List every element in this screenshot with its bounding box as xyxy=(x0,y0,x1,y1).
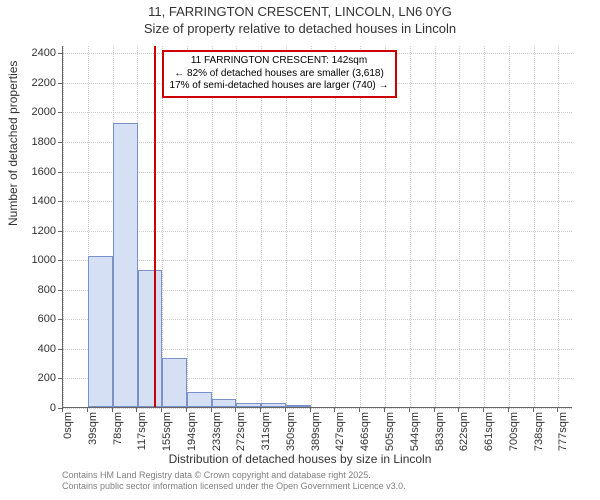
gridline-vertical xyxy=(484,46,485,407)
x-tick-label: 155sqm xyxy=(161,412,173,452)
x-tick-label: 700sqm xyxy=(508,412,520,452)
x-tick-label: 233sqm xyxy=(211,412,223,452)
chart-title: 11, FARRINGTON CRESCENT, LINCOLN, LN6 0Y… xyxy=(0,4,600,38)
y-tick-label: 600 xyxy=(16,313,56,325)
gridline-horizontal xyxy=(63,112,572,113)
y-tick-mark xyxy=(58,231,62,232)
y-tick-mark xyxy=(58,260,62,261)
y-tick-label: 1800 xyxy=(16,136,56,148)
gridline-vertical xyxy=(261,46,262,407)
gridline-vertical xyxy=(558,46,559,407)
y-tick-mark xyxy=(58,53,62,54)
histogram-bar xyxy=(212,399,237,407)
title-subtitle: Size of property relative to detached ho… xyxy=(0,21,600,38)
x-tick-label: 427sqm xyxy=(334,412,346,452)
y-tick-label: 1200 xyxy=(16,225,56,237)
gridline-horizontal xyxy=(63,260,572,261)
x-tick-label: 117sqm xyxy=(136,412,148,452)
x-tick-label: 583sqm xyxy=(434,412,446,452)
annotation-line: 17% of semi-detached houses are larger (… xyxy=(170,80,389,93)
y-tick-mark xyxy=(58,349,62,350)
x-tick-label: 505sqm xyxy=(384,412,396,452)
y-tick-label: 2000 xyxy=(16,106,56,118)
gridline-horizontal xyxy=(63,408,572,409)
x-tick-label: 777sqm xyxy=(557,412,569,452)
x-tick-label: 311sqm xyxy=(260,412,272,452)
gridline-vertical xyxy=(212,46,213,407)
x-tick-label: 389sqm xyxy=(310,412,322,452)
gridline-horizontal xyxy=(63,142,572,143)
gridline-vertical xyxy=(534,46,535,407)
property-size-histogram: 11, FARRINGTON CRESCENT, LINCOLN, LN6 0Y… xyxy=(0,0,600,500)
x-tick-label: 544sqm xyxy=(409,412,421,452)
gridline-vertical xyxy=(162,46,163,407)
gridline-vertical xyxy=(236,46,237,407)
footer-line-2: Contains public sector information licen… xyxy=(62,481,406,492)
annotation-line: 11 FARRINGTON CRESCENT: 142sqm xyxy=(170,55,389,68)
gridline-vertical xyxy=(311,46,312,407)
x-tick-label: 39sqm xyxy=(87,412,99,452)
y-tick-label: 1600 xyxy=(16,166,56,178)
histogram-bar xyxy=(286,405,311,407)
attribution-footer: Contains HM Land Registry data © Crown c… xyxy=(62,470,406,493)
y-tick-mark xyxy=(58,290,62,291)
footer-line-1: Contains HM Land Registry data © Crown c… xyxy=(62,470,406,481)
histogram-bar xyxy=(187,392,212,407)
histogram-bar xyxy=(236,403,261,407)
histogram-bar xyxy=(162,358,187,407)
title-address: 11, FARRINGTON CRESCENT, LINCOLN, LN6 0Y… xyxy=(0,4,600,21)
gridline-vertical xyxy=(286,46,287,407)
gridline-vertical xyxy=(385,46,386,407)
y-tick-label: 400 xyxy=(16,343,56,355)
histogram-bar xyxy=(138,270,162,407)
gridline-vertical xyxy=(187,46,188,407)
y-tick-label: 2400 xyxy=(16,47,56,59)
x-tick-label: 738sqm xyxy=(533,412,545,452)
y-tick-mark xyxy=(58,378,62,379)
y-tick-label: 1000 xyxy=(16,254,56,266)
y-tick-mark xyxy=(58,201,62,202)
gridline-vertical xyxy=(459,46,460,407)
plot-area: 11 FARRINGTON CRESCENT: 142sqm← 82% of d… xyxy=(62,46,572,408)
histogram-bar xyxy=(88,256,113,407)
y-tick-mark xyxy=(58,319,62,320)
gridline-horizontal xyxy=(63,201,572,202)
gridline-vertical xyxy=(410,46,411,407)
y-tick-mark xyxy=(58,112,62,113)
y-tick-label: 0 xyxy=(16,402,56,414)
y-tick-label: 800 xyxy=(16,284,56,296)
gridline-vertical xyxy=(360,46,361,407)
histogram-bar xyxy=(113,123,138,407)
gridline-vertical xyxy=(509,46,510,407)
y-tick-label: 200 xyxy=(16,372,56,384)
annotation-line: ← 82% of detached houses are smaller (3,… xyxy=(170,68,389,81)
x-tick-label: 466sqm xyxy=(359,412,371,452)
gridline-vertical xyxy=(63,46,64,407)
x-tick-label: 0sqm xyxy=(62,412,74,452)
gridline-horizontal xyxy=(63,172,572,173)
gridline-horizontal xyxy=(63,231,572,232)
gridline-vertical xyxy=(435,46,436,407)
x-axis-label: Distribution of detached houses by size … xyxy=(0,452,600,466)
histogram-bar xyxy=(261,403,286,407)
x-tick-label: 194sqm xyxy=(186,412,198,452)
x-tick-label: 78sqm xyxy=(112,412,124,452)
y-tick-mark xyxy=(58,142,62,143)
y-tick-mark xyxy=(58,83,62,84)
x-tick-label: 350sqm xyxy=(285,412,297,452)
y-tick-mark xyxy=(58,172,62,173)
property-annotation: 11 FARRINGTON CRESCENT: 142sqm← 82% of d… xyxy=(162,50,397,98)
property-marker-line xyxy=(154,46,156,407)
x-tick-label: 622sqm xyxy=(458,412,470,452)
x-tick-label: 272sqm xyxy=(235,412,247,452)
gridline-vertical xyxy=(335,46,336,407)
x-tick-label: 661sqm xyxy=(483,412,495,452)
y-tick-label: 1400 xyxy=(16,195,56,207)
y-tick-label: 2200 xyxy=(16,77,56,89)
